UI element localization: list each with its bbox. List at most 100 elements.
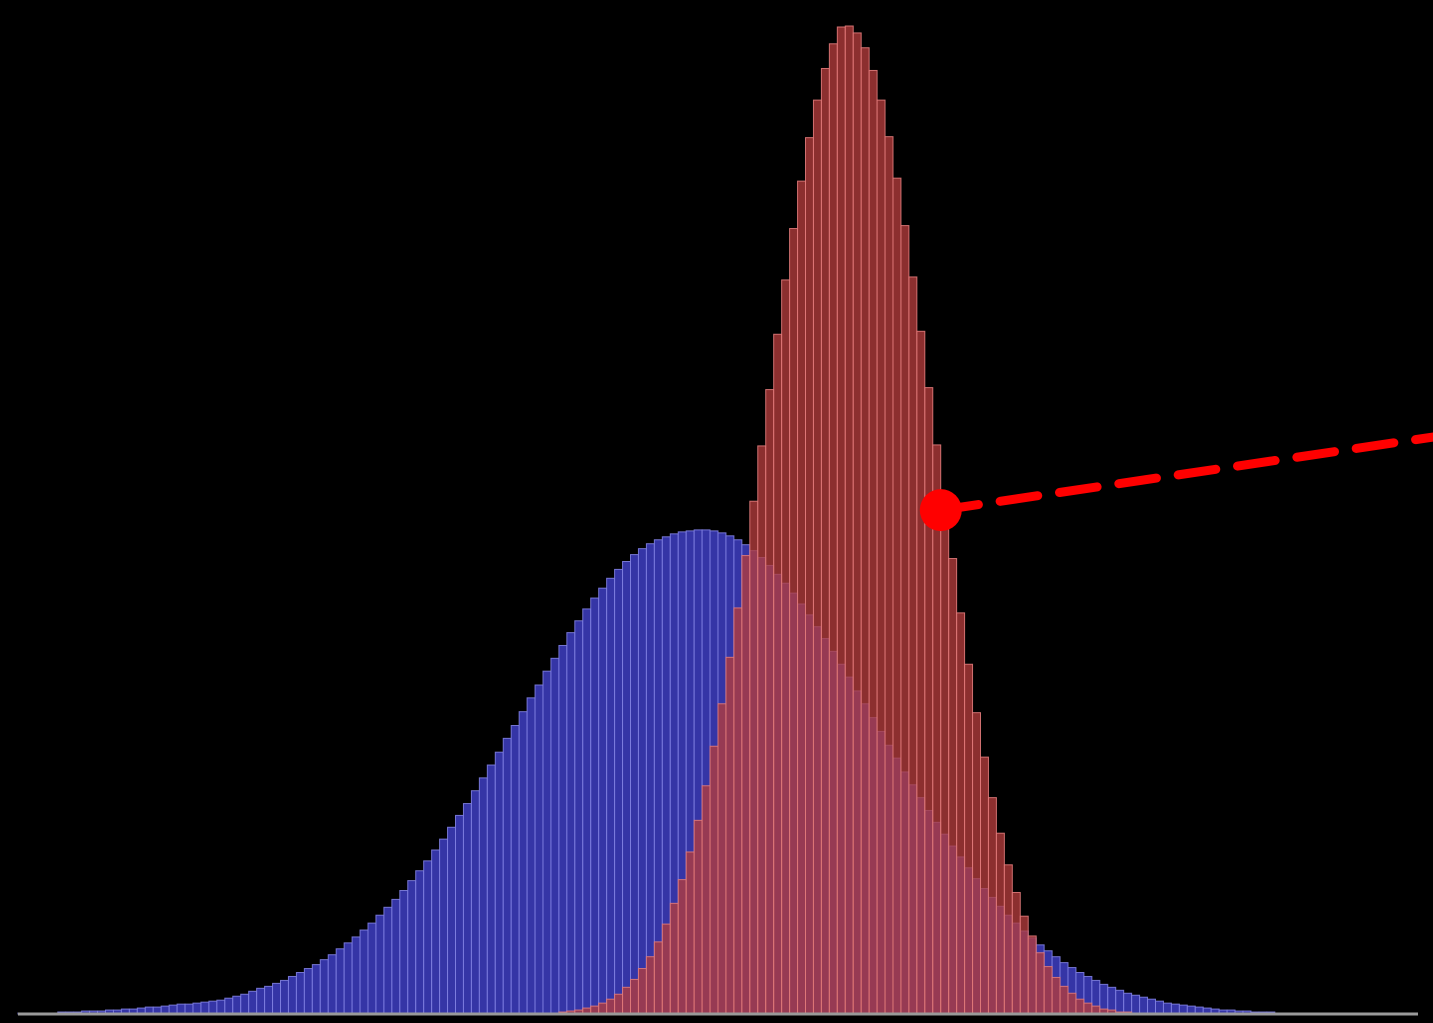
histogram-bar (860, 47, 870, 1015)
histogram-bar (1075, 998, 1085, 1015)
histogram-bar (805, 137, 814, 1015)
histogram-bar (614, 993, 624, 1015)
histogram-bar (494, 751, 504, 1015)
histogram-bar (781, 279, 791, 1015)
histogram-bar (741, 555, 751, 1015)
histogram-bar (868, 69, 878, 1015)
histogram-bar (1155, 1000, 1164, 1015)
histogram-bar (303, 968, 313, 1015)
histogram-bar (399, 890, 409, 1015)
histogram-bar (343, 942, 353, 1015)
histogram-bar (295, 972, 305, 1015)
histogram-bar (789, 228, 799, 1015)
histogram-bar (653, 941, 663, 1015)
histogram-bar (359, 929, 369, 1015)
histogram-bar (820, 67, 830, 1015)
histogram-bar (1123, 992, 1133, 1015)
histogram-bar (797, 180, 806, 1015)
histogram-bar (773, 333, 783, 1015)
histogram-bar (582, 608, 592, 1015)
histogram-bar (1011, 891, 1021, 1015)
histogram-bar (836, 26, 846, 1015)
histogram-bar (964, 663, 974, 1015)
histogram-bar (701, 785, 711, 1015)
histogram-bar (335, 948, 345, 1015)
histogram-bar (972, 712, 981, 1015)
histogram-bar (1003, 864, 1013, 1015)
histogram-bar (566, 632, 576, 1015)
histogram-bar (948, 558, 958, 1015)
histogram-bar (900, 225, 910, 1015)
histogram-bar (645, 543, 655, 1015)
histogram-bar (606, 998, 616, 1015)
histogram-bar (892, 177, 902, 1015)
histogram-bar (1139, 996, 1149, 1015)
histogram-bar (590, 597, 600, 1015)
histogram-bar (844, 25, 854, 1015)
histogram-bar (677, 879, 687, 1015)
histogram-bar (598, 1002, 608, 1015)
histogram-bar (462, 803, 472, 1015)
histogram-bar (248, 990, 258, 1015)
histogram-bar (319, 959, 329, 1015)
histogram-bar (709, 745, 719, 1015)
histogram-bar (327, 954, 337, 1015)
histogram-bar (598, 587, 608, 1015)
histogram-bar (1019, 915, 1029, 1015)
histogram-bar (669, 902, 679, 1015)
histogram-bar (455, 814, 464, 1015)
histogram-bar (256, 987, 266, 1015)
annotation-dashed-line (936, 432, 1433, 515)
histogram-bar (987, 797, 997, 1015)
histogram-bar (192, 1002, 202, 1015)
histogram-bar (916, 330, 926, 1015)
histogram-bar (630, 554, 639, 1015)
histogram-bar (423, 860, 433, 1015)
histogram-bar (447, 826, 456, 1015)
histogram-bar (470, 790, 480, 1015)
histogram-bar (995, 832, 1005, 1015)
histogram-bar (558, 644, 568, 1015)
histogram-bar (415, 870, 425, 1015)
histogram-bar (637, 548, 647, 1015)
histogram-bar (661, 923, 671, 1015)
histogram-bar (264, 985, 274, 1015)
annotation-layer (919, 432, 1433, 532)
histogram-bar (924, 387, 934, 1015)
histogram-bar (812, 99, 822, 1015)
histogram-bar (224, 997, 234, 1015)
histogram-bar (574, 620, 584, 1015)
histogram-bar (478, 777, 488, 1015)
histogram-bar (439, 838, 449, 1015)
histogram-bar (407, 880, 417, 1015)
annotation-dot (919, 489, 962, 532)
histogram-bar (280, 979, 289, 1015)
histogram-bar (240, 993, 250, 1015)
histogram-bar (622, 561, 631, 1015)
histogram-bar (351, 936, 361, 1015)
histogram-bar (200, 1001, 210, 1015)
histogram-bar (645, 956, 655, 1015)
histogram-bar (765, 389, 775, 1015)
histogram-bar (637, 968, 647, 1015)
histogram-bar (693, 819, 703, 1015)
histogram-bar (383, 906, 393, 1015)
histogram-bar (1115, 989, 1125, 1015)
histogram-bar (1043, 966, 1053, 1015)
histogram-bar (757, 445, 767, 1015)
histogram-bar (733, 607, 743, 1015)
histogram-bar (717, 703, 727, 1015)
histogram-bar (725, 656, 735, 1015)
histogram-bar (367, 922, 377, 1015)
histogram-bar (749, 500, 759, 1015)
histogram-bar (510, 725, 520, 1015)
histogram-bar (550, 657, 560, 1015)
histogram-bar (606, 577, 616, 1015)
histogram-bar (534, 684, 544, 1015)
histogram-bar (502, 737, 512, 1015)
histogram-bar (940, 501, 950, 1015)
histogram-bar (1035, 952, 1045, 1015)
histogram-bar (518, 711, 528, 1015)
histogram-bar (1051, 976, 1061, 1015)
